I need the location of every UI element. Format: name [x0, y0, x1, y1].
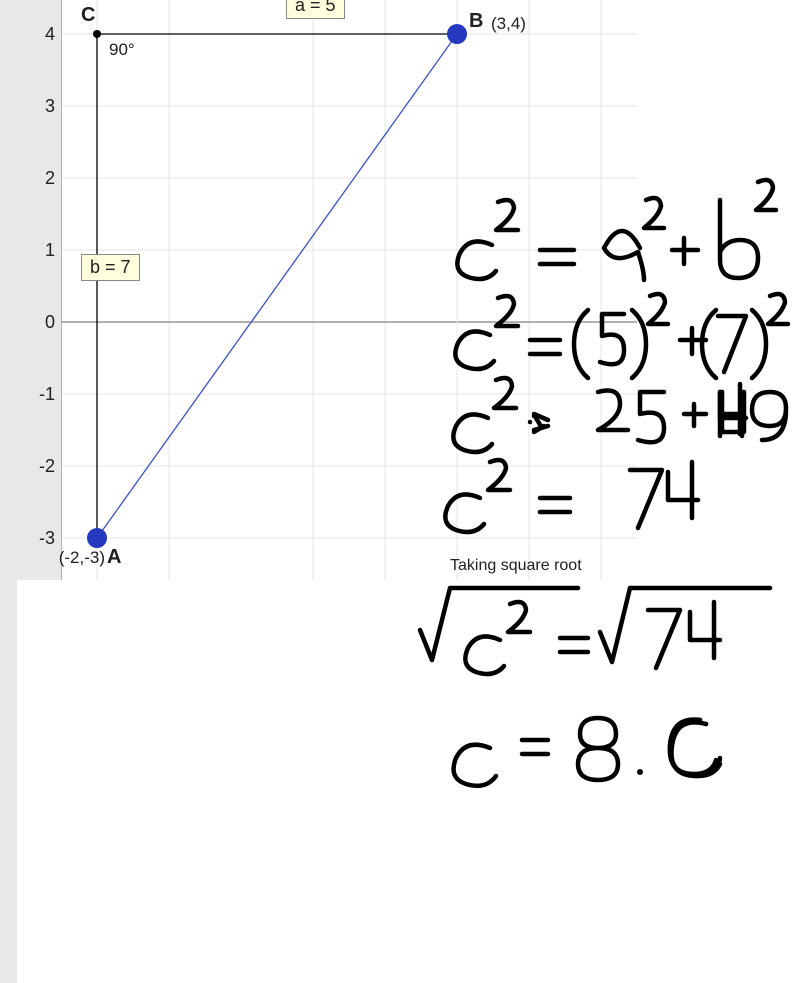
text-sqrt: Taking square root: [450, 557, 582, 575]
triangle: [97, 34, 457, 538]
y-tick-3: 3: [25, 96, 55, 117]
point-a: [87, 528, 107, 548]
hw-line6: [454, 718, 720, 786]
coord-a: (-2,-3): [43, 548, 105, 568]
plot-svg: [61, 0, 637, 580]
label-a-box: a = 5: [286, 0, 345, 19]
grid: [61, 0, 637, 580]
page-left-margin: [0, 0, 17, 983]
coord-b: (3,4): [491, 14, 526, 34]
label-c: C: [81, 4, 95, 27]
y-tick-0: 0: [25, 312, 55, 333]
y-tick-2: 2: [25, 168, 55, 189]
label-a: A: [107, 546, 121, 569]
point-b: [447, 24, 467, 44]
y-tick-4: 4: [25, 24, 55, 45]
plot-area: a = 5 b = 7 C B (3,4) A (-2,-3) 90°: [61, 0, 637, 580]
y-tick-n2: -2: [25, 456, 55, 477]
graph-panel: 4 3 2 1 0 -1 -2 -3: [17, 0, 637, 580]
hw-line5: [420, 588, 770, 674]
y-axis-strip: [17, 0, 61, 580]
y-tick-n1: -1: [25, 384, 55, 405]
angle-90: 90°: [109, 40, 135, 60]
y-tick-1: 1: [25, 240, 55, 261]
y-tick-n3: -3: [25, 528, 55, 549]
point-c: [93, 30, 101, 38]
label-b: B: [469, 10, 483, 33]
blank-area: [17, 580, 437, 983]
label-b-box: b = 7: [81, 254, 140, 281]
